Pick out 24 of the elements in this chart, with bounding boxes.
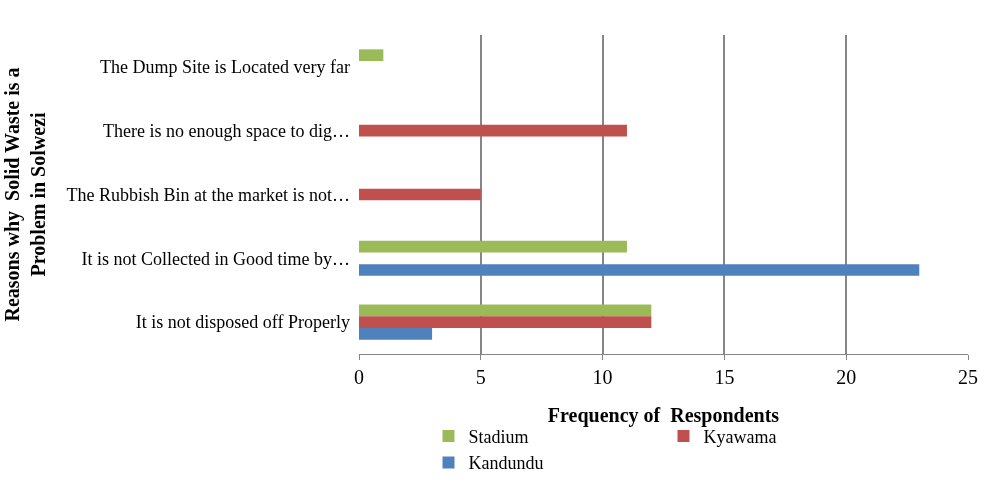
y-axis-title: Reasons why Solid Waste is a Problem in Solwezi bbox=[1, 67, 50, 322]
bar bbox=[359, 304, 652, 317]
x-tick-label: 5 bbox=[475, 366, 486, 388]
bar bbox=[359, 124, 627, 137]
legend-label: Kandundu bbox=[468, 453, 544, 474]
bar bbox=[359, 240, 627, 253]
bar bbox=[359, 188, 481, 201]
bar bbox=[359, 264, 920, 276]
y-tick-label: The Rubbish Bin at the market is not… bbox=[66, 184, 350, 205]
x-tick-label: 25 bbox=[958, 366, 978, 388]
y-tick-label: It is not Collected in Good time by… bbox=[81, 248, 350, 269]
x-tick-label: 0 bbox=[354, 366, 364, 388]
bar bbox=[359, 316, 652, 328]
x-tick-label: 10 bbox=[592, 366, 613, 388]
x-axis-title: Frequency of Respondents bbox=[547, 403, 780, 427]
x-tick-label: 20 bbox=[836, 366, 857, 388]
bar bbox=[359, 49, 384, 62]
y-tick-label: There is no enough space to dig… bbox=[103, 121, 350, 141]
y-tick-label: The Dump Site is Located very far bbox=[100, 57, 350, 78]
bar bbox=[359, 327, 433, 340]
legend-label: Stadium bbox=[468, 427, 529, 448]
y-tick-label: It is not disposed off Properly bbox=[135, 312, 350, 333]
x-tick-label: 15 bbox=[714, 366, 735, 388]
legend-label: Kyawama bbox=[703, 427, 777, 448]
